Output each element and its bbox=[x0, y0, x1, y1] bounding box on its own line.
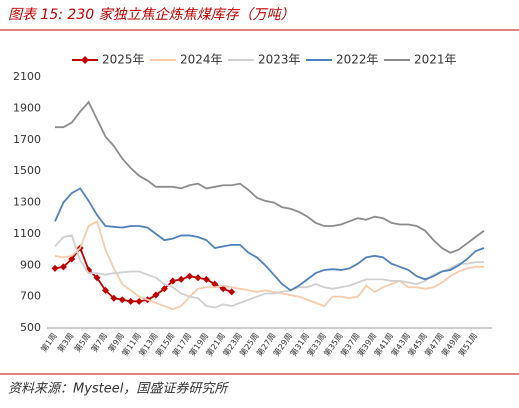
point bbox=[211, 280, 219, 288]
y-tick-label: 1700 bbox=[13, 133, 41, 146]
series-line bbox=[54, 187, 485, 292]
x-tick-label: 第3周 bbox=[55, 331, 75, 354]
y-tick-label: 700 bbox=[20, 290, 41, 303]
y-tick-label: 1300 bbox=[13, 196, 41, 209]
point bbox=[135, 297, 143, 305]
point bbox=[169, 277, 177, 285]
y-tick-label: 900 bbox=[20, 258, 41, 271]
point bbox=[186, 272, 194, 280]
point bbox=[202, 275, 210, 283]
legend-label: 2023年 bbox=[258, 53, 301, 67]
point bbox=[194, 274, 202, 282]
legend-label: 2022年 bbox=[336, 53, 379, 67]
legend-label: 2025年 bbox=[102, 53, 145, 67]
point bbox=[177, 275, 185, 283]
chart-title: 图表 15: 230 家独立焦企炼焦煤库存（万吨） bbox=[8, 7, 295, 23]
x-tick-label: 第5周 bbox=[72, 331, 92, 354]
point bbox=[68, 255, 76, 263]
point bbox=[118, 296, 126, 304]
source: 资料来源：Mysteel，国盛证券研究所 bbox=[8, 381, 229, 397]
y-tick-label: 500 bbox=[20, 321, 41, 334]
series-line bbox=[55, 100, 485, 254]
point bbox=[127, 297, 135, 305]
series-line bbox=[54, 246, 232, 303]
legend-label: 2024年 bbox=[180, 53, 223, 67]
point bbox=[152, 291, 160, 299]
x-tick-label: 第7周 bbox=[89, 331, 109, 354]
point bbox=[59, 263, 67, 271]
series-line bbox=[54, 234, 484, 309]
x-tick-label: 第1周 bbox=[38, 331, 58, 354]
y-tick-label: 2100 bbox=[13, 70, 41, 83]
point bbox=[110, 294, 118, 302]
point bbox=[51, 264, 59, 272]
y-tick-label: 1500 bbox=[13, 164, 41, 177]
legend-label: 2021年 bbox=[414, 53, 457, 67]
point bbox=[101, 286, 109, 294]
point bbox=[160, 285, 168, 293]
legend-marker bbox=[81, 56, 89, 64]
y-tick-label: 1900 bbox=[13, 101, 41, 114]
y-tick-label: 1100 bbox=[13, 227, 41, 240]
point bbox=[228, 288, 236, 296]
series-line bbox=[54, 219, 484, 311]
point bbox=[93, 274, 101, 282]
point bbox=[219, 285, 227, 293]
